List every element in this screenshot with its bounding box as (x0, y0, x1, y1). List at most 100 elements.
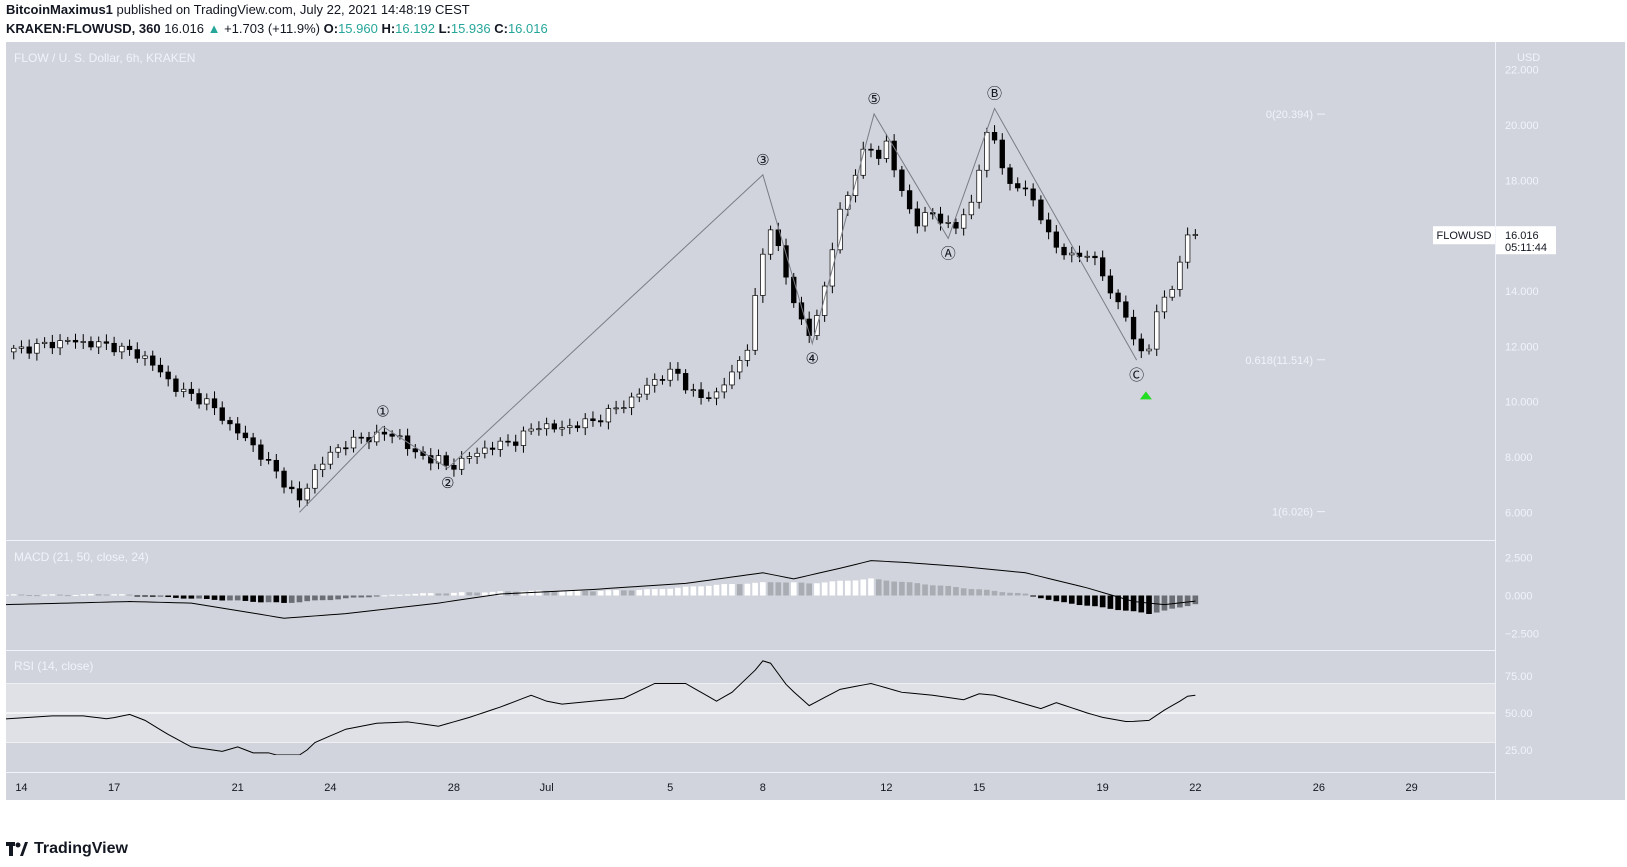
candle[interactable] (304, 487, 310, 501)
candle[interactable] (227, 420, 233, 425)
candle[interactable] (1146, 348, 1152, 352)
candle[interactable] (111, 342, 117, 353)
candle[interactable] (428, 455, 434, 464)
candle[interactable] (783, 245, 789, 278)
candle[interactable] (682, 373, 689, 391)
candle[interactable] (1038, 199, 1044, 221)
candle[interactable] (652, 379, 658, 386)
candle[interactable] (1169, 289, 1175, 298)
candle[interactable] (528, 428, 534, 432)
candle[interactable] (489, 447, 496, 450)
candle[interactable] (906, 190, 913, 210)
candle[interactable] (474, 452, 480, 457)
candle[interactable] (327, 451, 334, 465)
candle[interactable] (173, 378, 179, 392)
candle[interactable] (319, 463, 326, 471)
candle[interactable] (26, 346, 32, 354)
candle[interactable] (289, 486, 295, 490)
candle[interactable] (675, 368, 681, 374)
candle[interactable] (922, 212, 928, 227)
candle[interactable] (760, 253, 766, 296)
candle[interactable] (1130, 316, 1137, 340)
candle[interactable] (628, 396, 635, 408)
candle[interactable] (1007, 167, 1013, 184)
candle[interactable] (574, 425, 581, 429)
candle[interactable] (821, 285, 828, 316)
candle[interactable] (775, 229, 781, 247)
candle[interactable] (165, 371, 171, 380)
candle[interactable] (1123, 301, 1129, 318)
candle[interactable] (991, 131, 998, 141)
time-axis[interactable] (6, 772, 1495, 800)
candle[interactable] (1022, 187, 1029, 190)
candle[interactable] (1015, 183, 1021, 189)
candle[interactable] (621, 407, 627, 409)
candle[interactable] (219, 407, 225, 421)
last-price-tag[interactable] (1496, 226, 1556, 255)
candle[interactable] (65, 339, 71, 342)
candle[interactable] (644, 384, 650, 395)
candle[interactable] (366, 437, 372, 443)
candle[interactable] (960, 214, 967, 229)
candle[interactable] (559, 427, 565, 430)
candle[interactable] (837, 208, 843, 251)
candle[interactable] (1138, 338, 1144, 352)
candle[interactable] (945, 222, 951, 224)
candle[interactable] (891, 140, 897, 171)
candle[interactable] (49, 341, 56, 349)
candle[interactable] (482, 447, 488, 454)
candle[interactable] (126, 345, 133, 350)
candle[interactable] (1053, 231, 1059, 248)
candle[interactable] (72, 339, 79, 343)
candle[interactable] (196, 393, 202, 405)
candle[interactable] (381, 431, 388, 435)
candle[interactable] (513, 441, 519, 446)
candle[interactable] (729, 371, 735, 386)
candle[interactable] (605, 408, 612, 423)
candle[interactable] (1030, 188, 1036, 201)
candle[interactable] (57, 340, 63, 349)
candle[interactable] (80, 341, 86, 343)
candle[interactable] (968, 201, 975, 216)
candle[interactable] (1092, 255, 1098, 259)
candle[interactable] (520, 430, 527, 446)
candle[interactable] (752, 295, 758, 351)
candle[interactable] (412, 448, 418, 453)
candle[interactable] (984, 131, 990, 171)
candle[interactable] (690, 389, 697, 392)
candle[interactable] (335, 447, 341, 453)
candle[interactable] (350, 436, 357, 449)
candle[interactable] (188, 388, 195, 394)
candle[interactable] (258, 444, 264, 460)
candle[interactable] (458, 457, 465, 470)
candle[interactable] (150, 355, 156, 366)
candle[interactable] (505, 440, 511, 443)
candle[interactable] (497, 440, 503, 450)
candle[interactable] (18, 346, 25, 349)
candle[interactable] (613, 407, 619, 410)
candle[interactable] (358, 436, 364, 439)
candle[interactable] (659, 379, 666, 381)
candle[interactable] (999, 139, 1005, 169)
candle[interactable] (296, 488, 303, 501)
candle[interactable] (767, 229, 774, 255)
candle[interactable] (11, 347, 17, 353)
candle[interactable] (41, 341, 48, 344)
candle[interactable] (34, 343, 40, 354)
candle[interactable] (567, 425, 573, 428)
candle[interactable] (976, 169, 982, 203)
candle[interactable] (119, 345, 125, 353)
candle[interactable] (876, 149, 882, 159)
publisher-name[interactable]: BitcoinMaximus1 (6, 2, 113, 17)
candle[interactable] (157, 364, 164, 373)
candle[interactable] (636, 393, 642, 398)
price-pane[interactable] (6, 42, 1495, 540)
candle[interactable] (590, 418, 596, 422)
candle[interactable] (389, 433, 395, 437)
candle[interactable] (142, 355, 148, 359)
candle[interactable] (953, 222, 959, 229)
candle[interactable] (543, 423, 550, 430)
tradingview-logo[interactable]: TradingView (6, 840, 128, 858)
candle[interactable] (466, 456, 473, 459)
candle[interactable] (1069, 252, 1075, 256)
